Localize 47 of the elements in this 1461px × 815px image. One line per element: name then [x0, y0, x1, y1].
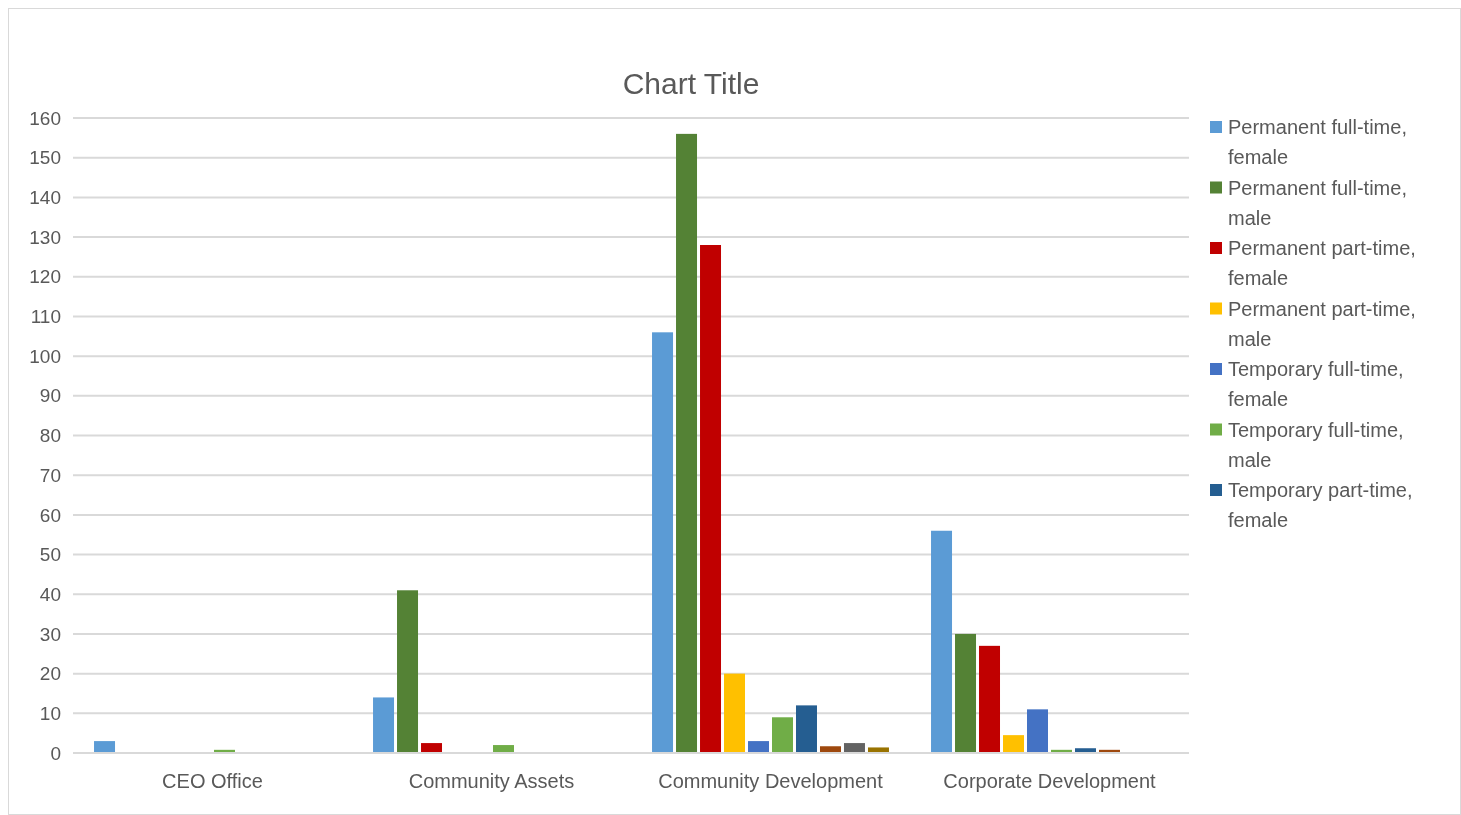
- legend-label: Permanent full-time, female: [1228, 116, 1407, 168]
- bar: [931, 530, 953, 753]
- legend-label: Permanent full-time, male: [1228, 176, 1407, 229]
- bar: [676, 133, 698, 753]
- y-tick-label: 40: [39, 583, 61, 605]
- bar: [700, 245, 722, 753]
- bar: [1003, 735, 1025, 753]
- y-tick-label: 70: [39, 464, 61, 486]
- y-tick-label: 30: [39, 623, 61, 645]
- y-tick-label: 0: [50, 742, 61, 764]
- y-tick-label: 90: [39, 385, 61, 407]
- bar: [397, 590, 419, 753]
- y-tick-label: 10: [39, 702, 61, 724]
- bar: [652, 332, 674, 753]
- bar: [955, 633, 977, 753]
- legend-label: Temporary part-time, female: [1228, 479, 1413, 531]
- bar: [421, 743, 443, 753]
- bar: [772, 717, 793, 753]
- x-tick-label: Corporate Development: [943, 770, 1157, 792]
- bar: [748, 741, 769, 753]
- legend-label: Temporary full-time, female: [1228, 358, 1404, 410]
- y-tick-label: 80: [39, 425, 61, 447]
- x-tick-label: Community Development: [658, 770, 884, 792]
- y-tick-label: 120: [29, 266, 61, 288]
- bar: [373, 697, 395, 753]
- y-tick-label: 20: [39, 663, 61, 685]
- bar: [979, 645, 1001, 753]
- x-tick-label: CEO Office: [162, 770, 263, 792]
- bar: [843, 743, 865, 753]
- legend-label: Temporary full-time, male: [1228, 418, 1404, 471]
- chart-title: Chart Title: [622, 67, 760, 100]
- y-tick-label: 150: [29, 147, 61, 169]
- y-tick-label: 130: [29, 226, 61, 248]
- y-tick-label: 140: [29, 187, 61, 209]
- bar: [867, 747, 889, 753]
- y-tick-label: 50: [39, 544, 61, 566]
- y-tick-label: 100: [29, 345, 61, 367]
- x-tick-label: Community Assets: [408, 770, 575, 792]
- bar: [1027, 709, 1048, 753]
- legend-label: Permanent part-time, female: [1228, 237, 1416, 289]
- y-tick-label: 160: [29, 107, 61, 129]
- bar: [94, 741, 116, 753]
- bar: [724, 673, 746, 753]
- y-tick-label: 110: [30, 306, 61, 328]
- legend-label: Permanent part-time, male: [1228, 297, 1416, 350]
- bar: [795, 705, 817, 753]
- y-tick-label: 60: [39, 504, 61, 526]
